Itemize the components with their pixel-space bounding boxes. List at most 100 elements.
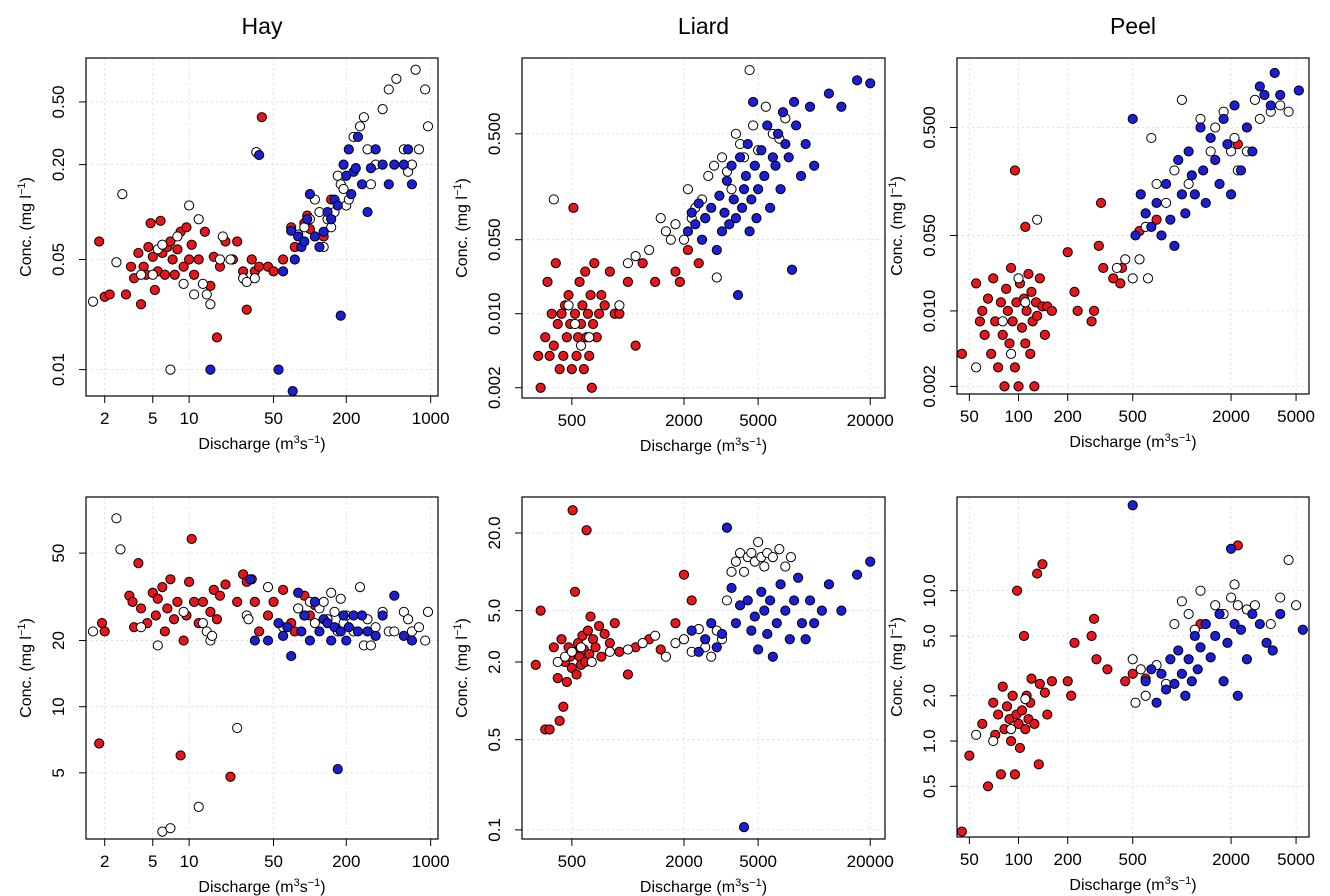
- data-point-red: [125, 261, 137, 272]
- data-point-blue: [738, 184, 750, 195]
- data-point-red: [590, 642, 601, 653]
- data-point-blue: [406, 635, 418, 646]
- data-point-red: [584, 350, 595, 361]
- x-tick-label: 200: [1054, 407, 1082, 426]
- data-point-blue: [1265, 100, 1276, 111]
- data-point-open: [1127, 654, 1138, 665]
- x-axis-label: Discharge (m3s−1): [640, 436, 767, 455]
- data-point-blue: [1254, 618, 1265, 630]
- data-point-blue: [770, 160, 781, 171]
- y-tick-label: 0.5: [485, 728, 504, 752]
- data-point-blue: [791, 120, 802, 131]
- data-point-open: [1249, 94, 1261, 106]
- data-point-blue: [682, 226, 694, 237]
- data-point-open: [767, 552, 778, 563]
- data-point-blue: [809, 160, 820, 171]
- y-tick-label: 5.0: [920, 624, 939, 648]
- data-point-open: [1225, 592, 1237, 603]
- x-tick-label: 1000: [412, 852, 450, 871]
- y-tick-label: 0.050: [485, 218, 504, 261]
- data-point-open: [660, 226, 672, 237]
- data-point-blue: [1169, 240, 1180, 252]
- data-point-red: [546, 308, 557, 319]
- data-point-blue: [836, 101, 847, 112]
- data-point-red: [149, 284, 160, 296]
- data-point-open: [1275, 100, 1286, 111]
- data-point-blue: [753, 644, 764, 655]
- data-point-open: [746, 547, 757, 559]
- data-point-blue: [714, 190, 725, 201]
- data-point-open: [678, 634, 690, 645]
- data-point-blue: [398, 630, 409, 641]
- data-point-blue: [700, 212, 711, 224]
- data-point-red: [1095, 197, 1107, 209]
- data-point-blue: [753, 184, 764, 195]
- data-point-blue: [726, 160, 737, 171]
- data-point-blue: [1275, 89, 1286, 101]
- data-point-red: [1033, 759, 1044, 770]
- data-point-red: [178, 261, 189, 272]
- data-point-blue: [293, 587, 304, 598]
- data-point-blue: [304, 188, 315, 200]
- data-point-open: [706, 651, 717, 662]
- data-point-blue: [1192, 664, 1203, 675]
- data-point-open: [383, 84, 394, 95]
- y-tick-label: 5.0: [485, 599, 504, 623]
- data-point-blue: [245, 574, 256, 585]
- data-point-blue: [314, 626, 325, 637]
- x-tick-label: 10: [180, 852, 199, 871]
- data-point-blue: [730, 212, 742, 224]
- data-point-red: [1014, 742, 1026, 754]
- plot-frame: [521, 57, 886, 399]
- data-point-red: [268, 596, 279, 607]
- data-point-blue: [716, 628, 728, 640]
- data-point-red: [1021, 305, 1032, 317]
- data-point-blue: [690, 219, 701, 230]
- data-point-blue: [278, 630, 289, 641]
- data-point-red: [999, 381, 1010, 392]
- data-point-blue: [1156, 668, 1167, 679]
- data-point-red: [1007, 316, 1018, 327]
- data-point-red: [582, 625, 594, 636]
- data-point-red: [593, 620, 605, 632]
- x-tick-label: 20000: [847, 411, 894, 430]
- data-point-blue: [1267, 645, 1278, 656]
- data-point-blue: [746, 194, 757, 205]
- data-point-blue: [749, 160, 760, 171]
- data-point-red: [535, 605, 546, 616]
- data-point-red: [1062, 247, 1073, 258]
- data-point-blue: [1127, 113, 1138, 125]
- data-point-blue: [1195, 642, 1206, 653]
- data-point-blue: [205, 364, 216, 375]
- scatter-panel-2: 500 2000 5000 20000 0.002 0.010 0.050 0.500 Liar…: [452, 13, 894, 455]
- data-point-open: [329, 606, 340, 618]
- data-point-red: [94, 738, 105, 749]
- data-point-open: [1120, 254, 1131, 265]
- data-point-blue: [716, 226, 728, 237]
- data-point-open: [309, 618, 320, 629]
- y-tick-label: 0.20: [49, 148, 68, 181]
- data-point-blue: [767, 651, 778, 662]
- data-point-blue: [740, 170, 752, 182]
- data-point-red: [1127, 668, 1138, 679]
- y-tick-label: 10: [49, 697, 68, 716]
- data-point-blue: [746, 625, 757, 636]
- x-axis-label: Discharge (m3s−1): [1069, 432, 1196, 451]
- data-point-blue: [326, 214, 337, 225]
- data-point-open: [730, 128, 742, 139]
- data-point-blue: [788, 96, 800, 108]
- data-point-open: [708, 160, 720, 171]
- data-point-open: [87, 626, 99, 637]
- data-point-open: [1032, 214, 1043, 225]
- data-point-red: [143, 241, 154, 253]
- data-point-open: [575, 642, 587, 653]
- data-point-blue: [302, 214, 313, 225]
- data-point-open: [1130, 697, 1141, 708]
- x-axis-label: Discharge (m3s−1): [198, 877, 325, 896]
- data-point-red: [1120, 676, 1131, 687]
- data-point-red: [535, 382, 546, 393]
- data-point-red: [674, 276, 685, 287]
- y-tick-label: 2.0: [485, 650, 504, 674]
- data-point-blue: [1241, 122, 1252, 133]
- data-point-blue: [1173, 154, 1184, 166]
